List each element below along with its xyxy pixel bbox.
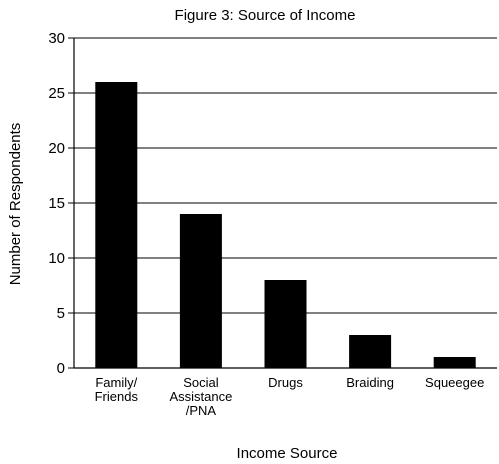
x-tick-labels: Family/Friends Social Assistance/PNA Drugs B…	[95, 375, 485, 418]
bar	[95, 82, 138, 368]
axes	[68, 37, 497, 369]
bar	[179, 214, 222, 368]
y-tick-label: 30	[48, 30, 65, 47]
y-tick-label: 10	[48, 250, 65, 267]
bar	[264, 280, 307, 368]
y-axis-label: Number of Respondents	[7, 123, 24, 286]
y-tick-label: 5	[57, 305, 65, 322]
bar	[349, 335, 392, 368]
x-tick-label: Social Assistance/PNA	[169, 375, 232, 418]
x-tick-label: Drugs	[268, 375, 303, 390]
x-tick-label: Family/Friends	[95, 375, 139, 404]
bars	[95, 82, 476, 368]
y-tick-label: 15	[48, 195, 65, 212]
y-tick-label: 20	[48, 140, 65, 157]
y-tick-labels: 0 5 10 15 20 25 30	[48, 30, 65, 377]
chart-title: Figure 3: Source of Income	[175, 7, 356, 24]
x-tick-label: Squeegee	[425, 375, 484, 390]
x-axis-label: Income Source	[237, 445, 338, 462]
x-tick-label: Braiding	[346, 375, 394, 390]
y-tick-label: 25	[48, 85, 65, 102]
y-tick-label: 0	[57, 360, 65, 377]
gridlines	[74, 37, 497, 314]
bar	[433, 357, 476, 368]
